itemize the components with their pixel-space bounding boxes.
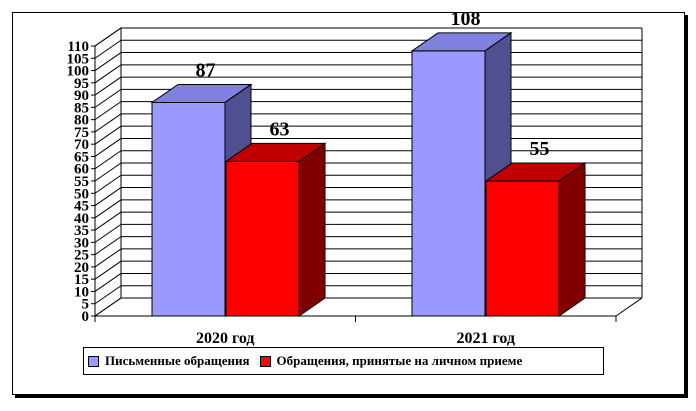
grid-diagonal-21 xyxy=(94,39,122,59)
y-tick-label-22: 110 xyxy=(67,39,89,55)
y-tick-label-12: 60 xyxy=(74,162,89,178)
grid-diagonal-15 xyxy=(94,113,122,133)
grid-diagonal-9 xyxy=(94,187,122,206)
grid-diagonal-7 xyxy=(94,211,122,231)
bar-side-1-1 xyxy=(558,162,586,317)
y-tick-label-16: 80 xyxy=(74,113,89,129)
x-category-label-0: 2020 год xyxy=(196,330,255,347)
y-tick-label-6: 30 xyxy=(74,235,89,251)
grid-diagonal-19 xyxy=(94,64,122,84)
data-label-0-0: 87 xyxy=(196,59,216,81)
grid-diagonal-1 xyxy=(94,285,122,305)
y-tick-label-13: 65 xyxy=(74,149,89,165)
grid-diagonal-22 xyxy=(94,27,122,47)
grid-diagonal-13 xyxy=(94,138,122,157)
grid-diagonal-11 xyxy=(94,162,122,182)
legend-swatch-written xyxy=(88,355,99,367)
grid-diagonal-16 xyxy=(94,101,122,121)
data-label-1-0: 63 xyxy=(270,118,290,140)
bar-front-1-1 xyxy=(485,180,560,317)
grid-diagonal-3 xyxy=(94,260,122,280)
grid-diagonal-10 xyxy=(94,174,122,194)
grid-diagonal-12 xyxy=(94,150,122,170)
x-category-label-1: 2021 год xyxy=(457,330,516,347)
y-tick-label-20: 100 xyxy=(67,64,90,80)
grid-diagonal-17 xyxy=(94,88,122,108)
y-tick-label-9: 45 xyxy=(74,199,89,215)
grid-diagonal-0 xyxy=(94,297,122,317)
bar-front-0-1 xyxy=(411,50,486,317)
y-tick-label-7: 35 xyxy=(74,223,89,239)
floor-right-edge xyxy=(615,297,643,317)
bar-side-1-0 xyxy=(298,142,326,317)
grid-diagonal-18 xyxy=(94,76,122,96)
y-tick-label-17: 85 xyxy=(74,100,89,116)
y-tick-label-4: 20 xyxy=(74,260,89,276)
y-tick-label-5: 25 xyxy=(74,248,89,264)
y-tick-label-21: 105 xyxy=(67,51,90,67)
bar-front-0-0 xyxy=(151,101,226,317)
grid-diagonal-2 xyxy=(94,273,122,292)
y-tick-label-19: 95 xyxy=(74,76,89,92)
data-label-1-1: 55 xyxy=(530,138,550,160)
y-tick-label-2: 10 xyxy=(74,284,89,300)
legend-label-written: Письменные обращения xyxy=(105,353,250,368)
y-tick-label-10: 50 xyxy=(74,186,89,202)
grid-diagonal-14 xyxy=(94,125,122,145)
legend-swatch-personal xyxy=(259,355,271,367)
y-tick-label-1: 5 xyxy=(82,297,90,313)
grid-diagonal-5 xyxy=(94,236,122,256)
y-tick-label-8: 40 xyxy=(74,211,89,227)
grid-diagonal-8 xyxy=(94,199,122,219)
grid-diagonal-6 xyxy=(94,223,122,243)
legend-label-personal: Обращения, принятые на личном приеме xyxy=(276,353,523,368)
data-label-0-1: 108 xyxy=(451,8,481,30)
grid-diagonal-20 xyxy=(94,52,122,71)
y-tick-label-14: 70 xyxy=(74,137,89,153)
legend: Письменные обращения Обращения, принятые… xyxy=(83,347,604,375)
legend-item-written: Письменные обращения xyxy=(88,353,250,369)
bar-front-1-0 xyxy=(225,160,300,317)
y-tick-label-11: 55 xyxy=(74,174,89,190)
y-tick-label-18: 90 xyxy=(74,88,89,104)
y-tick-label-3: 15 xyxy=(74,272,89,288)
grid-diagonal-4 xyxy=(94,248,122,268)
legend-item-personal: Обращения, принятые на личном приеме xyxy=(259,353,523,369)
y-tick-label-15: 75 xyxy=(74,125,89,141)
y-tick-label-0: 0 xyxy=(82,309,90,325)
